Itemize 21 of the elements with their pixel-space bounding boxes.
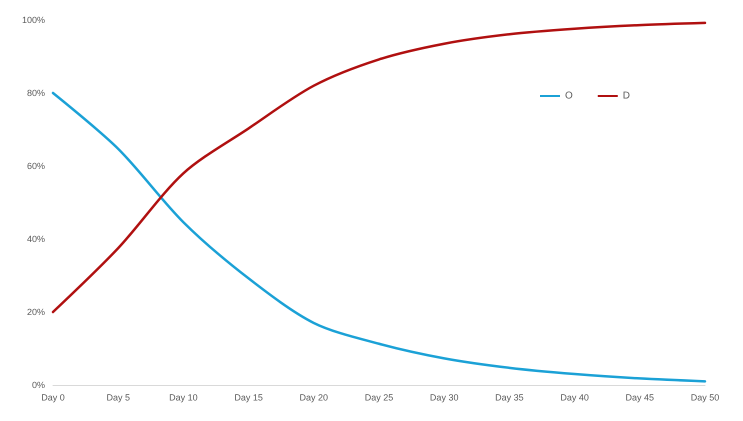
x-tick-label: Day 10 [169,392,198,402]
x-tick-label: Day 25 [364,392,394,402]
legend-label: O [565,90,573,102]
x-tick-label: Day 15 [234,392,263,402]
y-tick-label: 60% [26,161,45,171]
x-tick-label: Day 20 [300,392,328,402]
y-tick-label: 80% [26,88,45,98]
line-series [52,92,706,383]
x-tick-label: Day 30 [430,392,458,402]
y-tick-label: 20% [26,307,45,317]
x-tick-label: Day 0 [41,392,65,402]
legend-label: D [622,90,630,102]
x-tick-label: Day 5 [106,392,130,402]
y-tick-label: 40% [26,234,45,244]
x-tick-label: Day 35 [495,392,524,402]
x-tick-label: Day 50 [690,392,720,402]
line-series [52,22,706,314]
x-tick-label: Day 40 [560,392,589,402]
y-tick-label: 100% [22,15,45,25]
y-tick-label: 0% [32,380,45,390]
x-tick-label: Day 45 [626,392,654,402]
